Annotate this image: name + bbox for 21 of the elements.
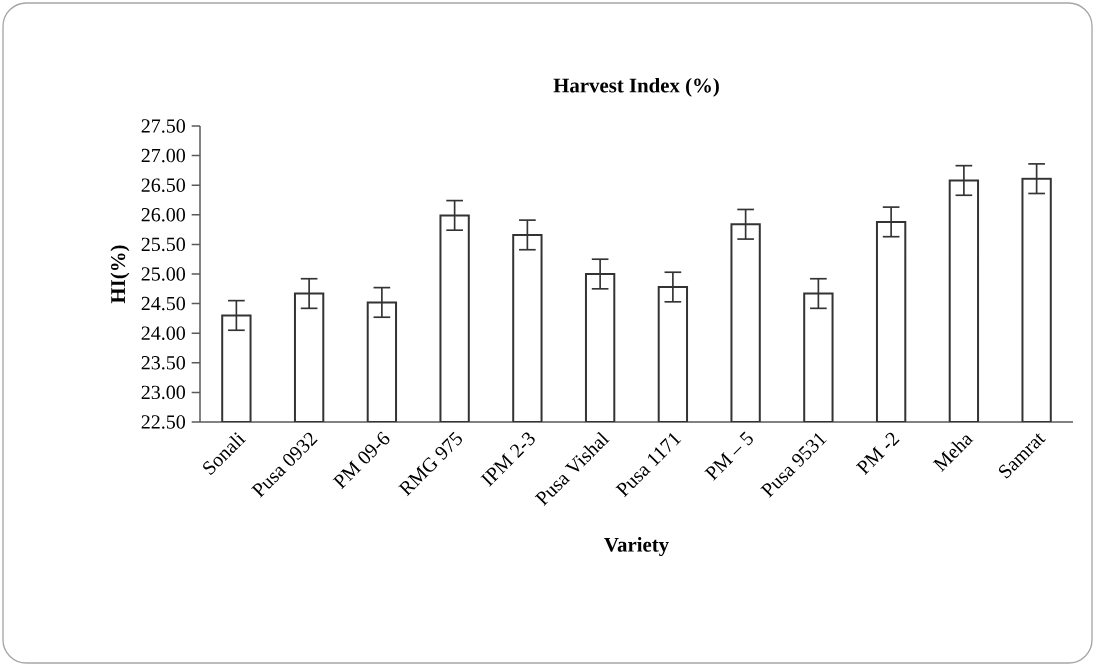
y-tick-label: 22.50 — [141, 415, 186, 429]
x-axis-title: Variety — [604, 537, 669, 557]
x-tick-label: Pusa 0932 — [251, 432, 318, 498]
y-tick-label: 25.00 — [141, 267, 186, 281]
x-tick-label: PM -2 — [855, 432, 900, 475]
x-tick-label: PM 09-6 — [332, 431, 390, 490]
y-tick-label: 26.00 — [141, 208, 186, 222]
x-tick-label: IPM 2-3 — [480, 432, 535, 487]
y-tick-label: 24.00 — [141, 326, 186, 340]
y-tick-label: 26.50 — [141, 178, 186, 192]
y-tick-label: 27.50 — [141, 119, 186, 133]
y-tick-label: 23.50 — [141, 356, 186, 370]
x-tick-label: PM – 5 — [704, 431, 753, 481]
x-tick-label: Pusa 1171 — [615, 433, 682, 498]
chart-title: Harvest Index (%) — [553, 77, 719, 97]
y-tick-label: 24.50 — [141, 296, 186, 311]
x-tick-label: Pusa 9531 — [760, 433, 827, 498]
y-axis-title: HI(%) — [110, 245, 130, 304]
y-tick-label: 27.00 — [141, 148, 186, 163]
y-tick-label: 23.00 — [141, 385, 186, 400]
y-tick-label: 25.50 — [141, 237, 186, 252]
